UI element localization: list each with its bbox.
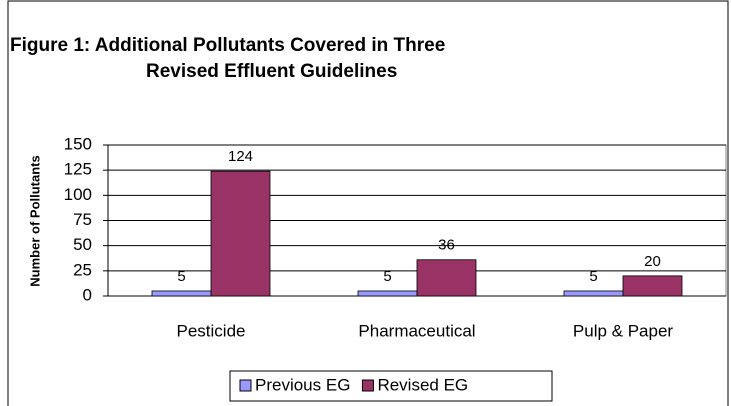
- value-label: 5: [589, 268, 597, 285]
- bar: [622, 275, 683, 297]
- chart-frame: [7, 0, 729, 406]
- value-label: 5: [383, 268, 391, 285]
- value-label: 36: [438, 237, 455, 254]
- chart-title: Figure 1: Additional Pollutants Covered …: [10, 35, 445, 56]
- value-label: 20: [644, 253, 661, 270]
- bar: [357, 290, 418, 297]
- y-tick-label: 75: [73, 210, 92, 229]
- legend-swatch: [361, 379, 374, 392]
- value-label: 5: [177, 268, 185, 285]
- y-tick-label: 50: [73, 235, 92, 254]
- y-axis-label: Number of Pollutants: [27, 155, 42, 286]
- chart-title: Revised Effluent Guidelines: [146, 61, 397, 82]
- y-tick-label: 0: [83, 285, 92, 304]
- x-tick-label: Pesticide: [177, 321, 246, 340]
- bar: [210, 170, 271, 297]
- legend-swatch: [239, 379, 252, 392]
- y-tick-label: 25: [73, 260, 92, 279]
- bar: [416, 259, 477, 297]
- x-tick-label: Pulp & Paper: [573, 321, 674, 340]
- y-tick-label: 125: [64, 160, 92, 179]
- x-tick-label: Pharmaceutical: [358, 321, 475, 340]
- legend-box: [229, 370, 553, 402]
- y-tick-label: 100: [64, 185, 92, 204]
- bar: [563, 290, 624, 297]
- bar: [151, 290, 212, 297]
- value-label: 124: [228, 148, 253, 165]
- legend-label: Revised EG: [377, 375, 468, 394]
- y-tick-label: 150: [64, 134, 92, 153]
- legend-label: Previous EG: [255, 375, 350, 394]
